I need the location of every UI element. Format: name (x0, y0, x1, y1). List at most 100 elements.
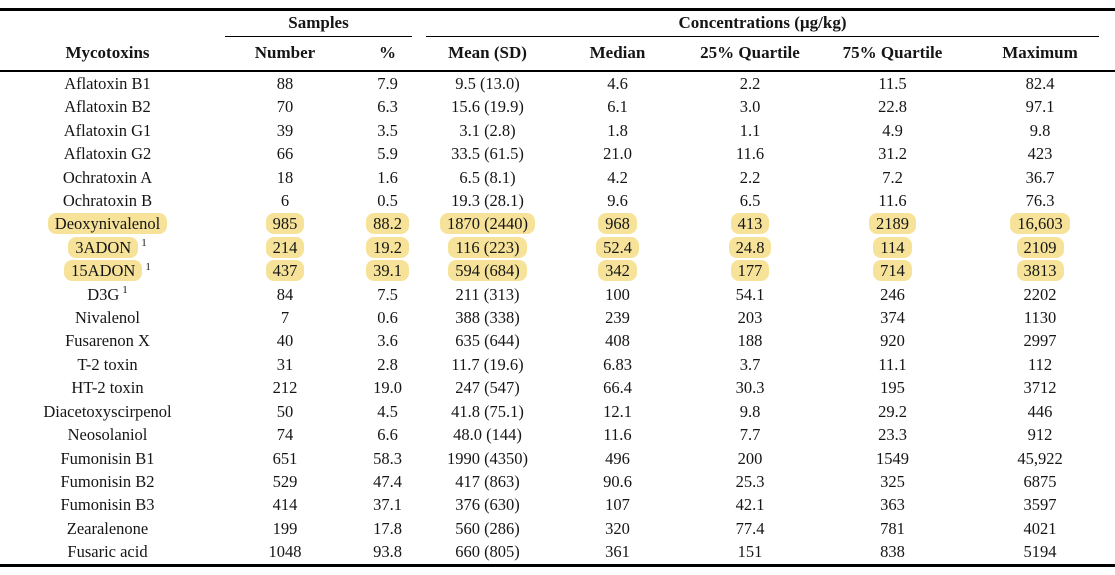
mycotoxin-name: Fusarenon X (65, 331, 150, 351)
mycotoxins-table: Samples Concentrations (µg/kg) Mycotoxin… (0, 8, 1115, 567)
value-cell: 11.1 (820, 353, 965, 376)
table-row: Fumonisin B1 651 58.3 1990 (4350) 496 200 1549… (0, 447, 1115, 470)
value-cell: 414 (215, 493, 355, 516)
mycotoxin-name: T-2 toxin (77, 354, 138, 374)
value-cell: 1549 (820, 447, 965, 470)
mycotoxin-name-cell: Aflatoxin B2 (0, 95, 215, 118)
table-row: HT-2 toxin 212 19.0 247 (547) 66.4 30.3 195 371… (0, 376, 1115, 399)
mycotoxin-name-cell: Fumonisin B3 (0, 493, 215, 516)
value-cell: 7.7 (680, 423, 820, 446)
value-cell: 3.1 (2.8) (420, 119, 555, 142)
value-text: 4021 (1023, 518, 1057, 538)
value-text: 151 (737, 542, 763, 562)
value-text: 47.4 (373, 471, 402, 491)
value-cell: 21.0 (555, 142, 680, 165)
value-cell: 211 (313) (420, 283, 555, 306)
value-text: 985 (265, 213, 305, 235)
value-text: 4.9 (882, 120, 903, 140)
value-cell: 0.5 (355, 189, 420, 212)
value-cell: 247 (547) (420, 376, 555, 399)
value-text: 41.8 (75.1) (451, 401, 524, 421)
value-text: 211 (313) (455, 284, 520, 304)
value-cell: 39.1 (355, 259, 420, 282)
table-body: Aflatoxin B1 88 7.9 9.5 (13.0) 4.6 2.2 11.5 82.… (0, 72, 1115, 564)
mycotoxin-name: Ochratoxin A (62, 167, 153, 187)
group-header-spacer (0, 11, 215, 38)
mycotoxin-name: Fumonisin B2 (60, 471, 155, 491)
table-row: Deoxynivalenol 985 88.2 1870 (2440) 968 413 21… (0, 212, 1115, 235)
table-row: Ochratoxin A 18 1.6 6.5 (8.1) 4.2 2.2 7.2 36.7 (0, 166, 1115, 189)
group-header-samples: Samples (215, 11, 420, 38)
table-row: 15ADON 1 437 39.1 594 (684) 342 177 714 3813 (0, 259, 1115, 282)
column-header-25-quartile: 25% Quartile (680, 38, 820, 72)
value-cell: 97.1 (965, 95, 1115, 118)
value-cell: 11.5 (820, 72, 965, 95)
value-cell: 88 (215, 72, 355, 95)
mycotoxin-name-cell: Aflatoxin G2 (0, 142, 215, 165)
value-text: 77.4 (735, 518, 765, 538)
value-cell: 9.8 (965, 119, 1115, 142)
value-text: 423 (1027, 144, 1053, 164)
value-cell: 15.6 (19.9) (420, 95, 555, 118)
value-text: 177 (730, 260, 770, 282)
value-cell: 417 (863) (420, 470, 555, 493)
value-cell: 18 (215, 166, 355, 189)
value-text: 11.6 (603, 425, 632, 445)
value-text: 9.5 (13.0) (455, 74, 520, 93)
value-text: 2.2 (739, 74, 761, 93)
mycotoxin-name-cell: Nivalenol (0, 306, 215, 329)
value-cell: 6.5 (8.1) (420, 166, 555, 189)
value-text: 320 (605, 518, 630, 538)
value-text: 2.2 (739, 167, 761, 187)
value-text: 24.8 (728, 236, 772, 258)
column-header-number: Number (215, 38, 355, 72)
group-header-concentrations-label: Concentrations (µg/kg) (426, 13, 1100, 37)
value-text: 70 (276, 97, 294, 117)
value-text: 413 (730, 213, 770, 235)
value-cell: 635 (644) (420, 329, 555, 352)
value-text: 529 (272, 471, 298, 491)
column-header-row: Mycotoxins Number % Mean (SD) Median 25%… (0, 38, 1115, 72)
value-text: 594 (684) (448, 260, 527, 282)
value-cell: 529 (215, 470, 355, 493)
value-text: 325 (880, 471, 905, 491)
value-text: 920 (880, 331, 905, 351)
table-row: T-2 toxin 31 2.8 11.7 (19.6) 6.83 3.7 11.1 112 (0, 353, 1115, 376)
mycotoxin-name: Aflatoxin B2 (64, 97, 151, 117)
value-text: 88 (276, 74, 294, 93)
value-cell: 6.83 (555, 353, 680, 376)
value-cell: 66 (215, 142, 355, 165)
value-text: 88.2 (366, 213, 409, 235)
value-cell: 7.9 (355, 72, 420, 95)
value-text: 23.3 (878, 425, 907, 445)
value-cell: 374 (820, 306, 965, 329)
value-text: 11.1 (878, 354, 907, 374)
value-cell: 2189 (820, 212, 965, 235)
value-cell: 33.5 (61.5) (420, 142, 555, 165)
column-header-percent: % (355, 38, 420, 72)
value-text: 9.8 (1029, 120, 1051, 140)
value-cell: 177 (680, 259, 820, 282)
value-text: 7.9 (377, 74, 398, 93)
value-cell: 39 (215, 119, 355, 142)
value-text: 188 (737, 331, 763, 351)
value-text: 6 (280, 191, 290, 211)
value-text: 84 (276, 284, 294, 304)
value-cell: 3.7 (680, 353, 820, 376)
value-text: 4.5 (377, 401, 398, 421)
value-text: 912 (1027, 425, 1053, 445)
value-text: 3.5 (377, 120, 398, 140)
value-text: 74 (276, 425, 294, 445)
mycotoxin-name: D3G (87, 284, 120, 304)
value-cell: 1.8 (555, 119, 680, 142)
value-text: 66 (276, 144, 294, 164)
value-text: 388 (338) (455, 308, 520, 328)
value-text: 199 (272, 518, 298, 538)
value-text: 714 (873, 260, 912, 282)
value-text: 3813 (1016, 260, 1064, 282)
value-text: 5194 (1023, 542, 1057, 562)
value-text: 376 (630) (455, 495, 520, 515)
value-text: 6.1 (607, 97, 628, 117)
value-text: 374 (880, 308, 905, 328)
value-text: 2109 (1016, 236, 1064, 258)
